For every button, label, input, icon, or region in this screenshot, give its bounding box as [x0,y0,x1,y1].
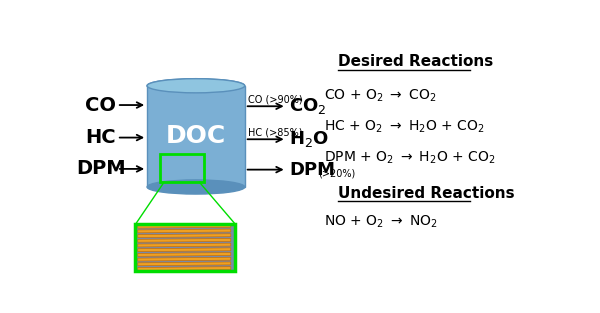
Text: HC + O$_2$ $\rightarrow$ H$_2$O + CO$_2$: HC + O$_2$ $\rightarrow$ H$_2$O + CO$_2$ [324,119,484,135]
Polygon shape [138,262,231,266]
Text: DPM + O$_2$ $\rightarrow$ H$_2$O + CO$_2$: DPM + O$_2$ $\rightarrow$ H$_2$O + CO$_2… [324,150,495,166]
Text: HC: HC [85,128,116,147]
Text: HC (>85%): HC (>85%) [248,127,303,137]
Text: DPM: DPM [289,161,335,179]
Polygon shape [138,257,231,261]
Ellipse shape [147,180,245,194]
Bar [136,224,235,271]
Text: NO + O$_2$ $\rightarrow$ NO$_2$: NO + O$_2$ $\rightarrow$ NO$_2$ [324,214,437,230]
Text: Desired Reactions: Desired Reactions [338,54,493,69]
Bar [160,154,204,182]
Text: H$_2$O: H$_2$O [289,129,329,149]
Polygon shape [138,248,231,252]
Polygon shape [138,253,231,256]
Text: DOC: DOC [166,124,226,148]
Text: CO (>90%): CO (>90%) [248,94,303,104]
Text: Undesired Reactions: Undesired Reactions [338,186,514,201]
Text: DPM: DPM [76,159,125,178]
Polygon shape [138,234,231,238]
Polygon shape [138,229,231,233]
Ellipse shape [147,79,245,93]
Polygon shape [138,239,231,242]
Polygon shape [138,224,231,228]
Polygon shape [147,86,245,187]
Polygon shape [138,243,231,247]
Bar [136,224,235,271]
Text: (>20%): (>20%) [318,168,355,178]
Ellipse shape [147,79,245,93]
Polygon shape [138,267,231,270]
Text: CO: CO [85,95,116,115]
Text: CO + O$_2$ $\rightarrow$ CO$_2$: CO + O$_2$ $\rightarrow$ CO$_2$ [324,87,436,104]
Text: CO$_2$: CO$_2$ [289,96,326,116]
